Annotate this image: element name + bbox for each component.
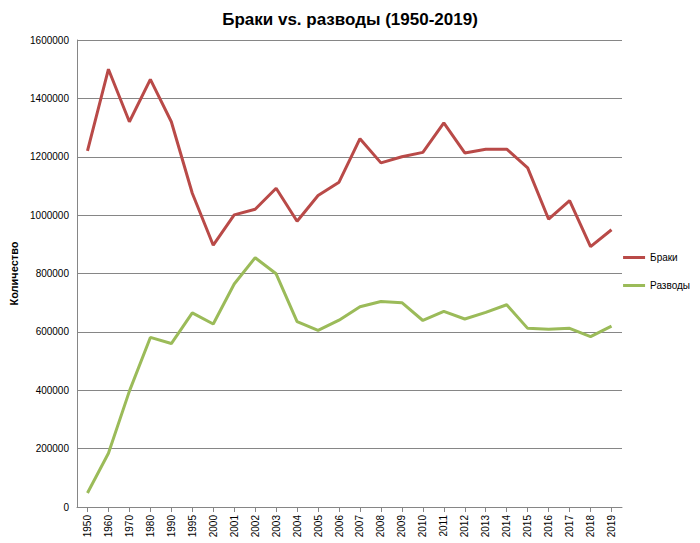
- svg-text:2007: 2007: [354, 515, 365, 538]
- svg-text:2011: 2011: [438, 515, 449, 537]
- svg-text:2003: 2003: [271, 515, 282, 538]
- svg-text:2010: 2010: [417, 515, 428, 538]
- svg-text:600000: 600000: [36, 326, 70, 337]
- svg-text:2017: 2017: [564, 515, 575, 538]
- svg-text:200000: 200000: [36, 443, 70, 454]
- svg-text:Разводы: Разводы: [650, 280, 690, 291]
- svg-text:2012: 2012: [459, 515, 470, 538]
- svg-text:1995: 1995: [187, 515, 198, 538]
- svg-text:Браки vs. разводы (1950-2019): Браки vs. разводы (1950-2019): [222, 10, 478, 29]
- svg-text:2006: 2006: [334, 515, 345, 538]
- svg-text:2014: 2014: [501, 515, 512, 538]
- svg-text:2019: 2019: [606, 515, 617, 538]
- svg-text:800000: 800000: [36, 268, 70, 279]
- svg-text:0: 0: [63, 502, 69, 513]
- svg-text:2015: 2015: [522, 515, 533, 538]
- svg-text:2009: 2009: [396, 515, 407, 538]
- svg-text:2004: 2004: [292, 515, 303, 538]
- svg-text:Количество: Количество: [8, 241, 20, 305]
- svg-text:1200000: 1200000: [30, 151, 69, 162]
- svg-text:2000: 2000: [208, 515, 219, 538]
- svg-text:1400000: 1400000: [30, 93, 69, 104]
- svg-text:Браки: Браки: [650, 252, 678, 263]
- svg-text:2001: 2001: [229, 515, 240, 538]
- svg-text:2018: 2018: [585, 515, 596, 538]
- svg-text:2005: 2005: [313, 515, 324, 538]
- svg-text:1980: 1980: [145, 515, 156, 538]
- svg-text:2008: 2008: [375, 515, 386, 538]
- svg-text:2013: 2013: [480, 515, 491, 538]
- svg-text:1990: 1990: [166, 515, 177, 538]
- svg-text:2002: 2002: [250, 515, 261, 538]
- svg-text:2016: 2016: [543, 515, 554, 538]
- svg-text:1970: 1970: [124, 515, 135, 538]
- svg-text:1600000: 1600000: [30, 35, 69, 46]
- svg-text:1960: 1960: [103, 515, 114, 538]
- svg-text:1000000: 1000000: [30, 210, 69, 221]
- svg-text:1950: 1950: [82, 515, 93, 538]
- svg-text:400000: 400000: [36, 385, 70, 396]
